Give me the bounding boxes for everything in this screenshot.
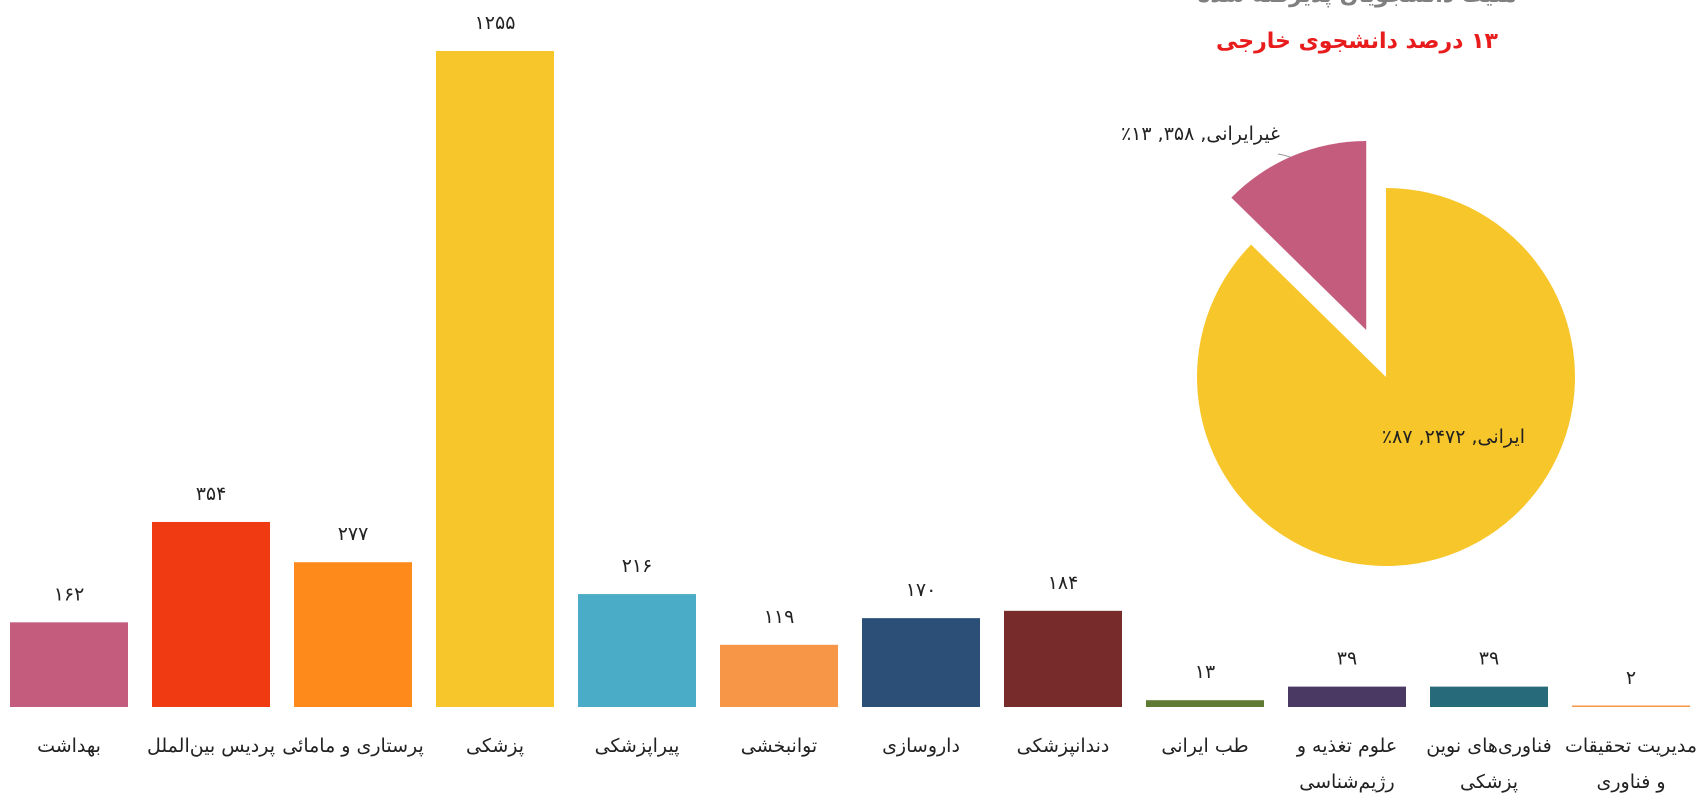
x-tick-label: پزشکی [466,735,524,757]
value-label: ۱۸۴ [1048,572,1079,594]
value-label: ۲ [1626,667,1636,689]
value-label: ۳۹ [1479,648,1499,670]
value-label: ۳۹ [1337,648,1357,670]
value-label: ۱۱۹ [764,606,795,628]
bar [720,644,838,707]
pie-label: غیرایرانی, ۳۵۸, ۱۳٪ [1121,123,1280,145]
bar [1288,686,1406,707]
x-tick-label: داروسازی [882,735,960,757]
x-tick-label: طب ایرانی [1161,735,1248,757]
x-tick-label: مدیریت تحقیقات و فناوری [1565,735,1697,793]
value-label: ۱۶۲ [54,583,85,605]
value-label: ۱۳ [1195,661,1215,683]
bar [436,51,554,707]
x-tick-label: دندانپزشکی [1017,735,1110,757]
pie-label: ایرانی, ۲۴۷۲, ۸۷٪ [1382,426,1525,448]
x-tick-label: علوم تغذیه و رژیم‌شناسی [1296,735,1397,793]
bar [862,618,980,707]
bar [152,521,270,707]
bar [1004,610,1122,707]
x-tick-label: پیراپزشکی [595,735,680,757]
value-label: ۱۲۵۵ [475,12,516,34]
bar [1146,700,1264,707]
value-label: ۳۵۴ [196,483,227,505]
x-tick-label: پرستاری و مامائی [282,735,424,757]
x-tick-label: فناوری‌های نوین پزشکی [1426,735,1551,793]
x-tick-label: توانبخشی [741,735,817,757]
bar [1572,705,1690,707]
pie-title: مليت دانشجويان پذيرفته شده [1197,0,1516,8]
pie-slice [1197,188,1576,566]
bar [1430,686,1548,707]
bar [10,622,128,707]
value-label: ۲۱۶ [622,555,653,577]
bar [294,562,412,707]
pie-slice [1231,140,1367,330]
x-tick-label: بهداشت [37,735,101,757]
bar [578,594,696,707]
value-label: ۱۷۰ [906,579,937,601]
x-tick-label: پردیس بین‌الملل [147,735,275,757]
pie-subtitle: ۱۳ درصد دانشجوی خارجی [1216,29,1499,54]
value-label: ۲۷۷ [338,523,369,545]
